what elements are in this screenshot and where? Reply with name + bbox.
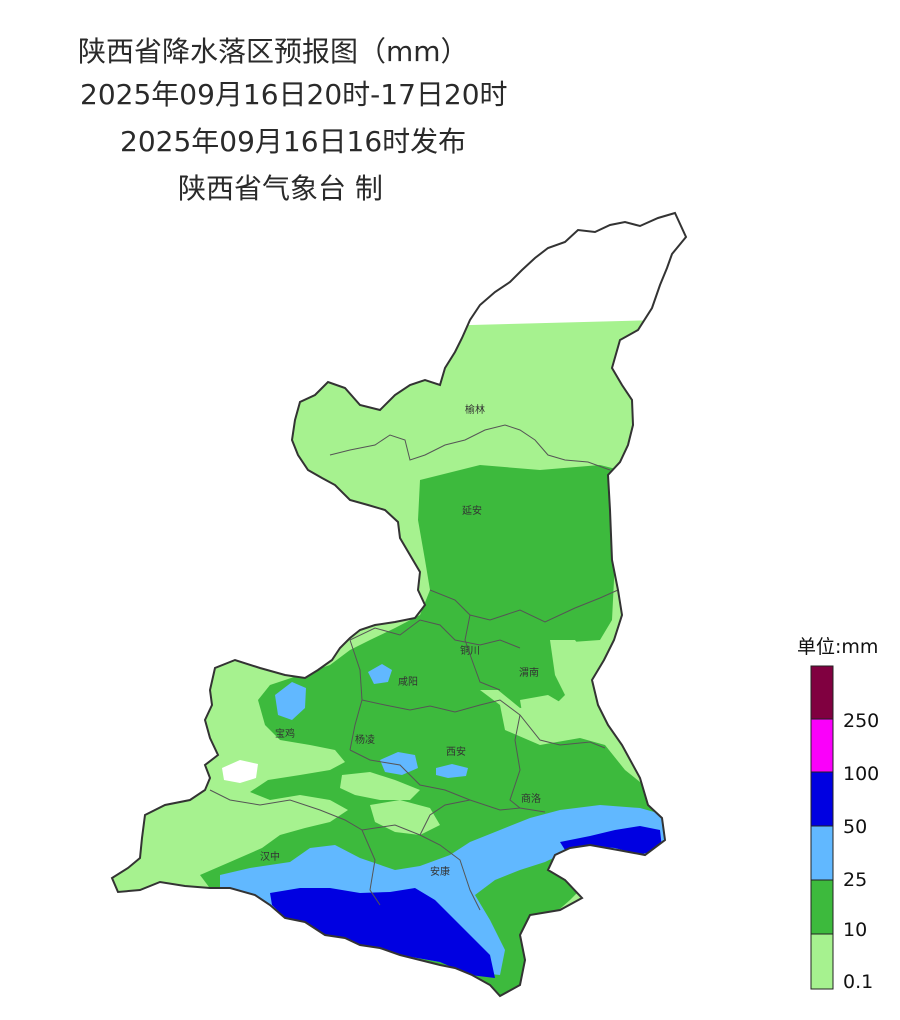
rain-zone-blue-4	[436, 764, 468, 778]
publisher: 陕西省气象台 制	[178, 172, 383, 205]
city-label-weinan: 渭南	[519, 666, 539, 679]
legend-swatch-10-25	[810, 879, 834, 935]
legend-unit: 单位:mm	[797, 636, 879, 658]
rain-zone-blue-3	[380, 752, 418, 775]
city-boundaries	[209, 424, 619, 911]
city-label-tongchuan: 铜川	[460, 645, 480, 657]
light-patch-2	[550, 640, 590, 695]
legend-swatch-250plus	[810, 665, 834, 720]
city-label-xian: 西安	[446, 745, 466, 758]
legend-swatch-25-50	[810, 825, 834, 881]
legend-swatch-100-250	[810, 718, 834, 773]
map-title: 陕西省降水落区预报图（mm）	[78, 35, 469, 68]
legend-label-0.1: 0.1	[843, 971, 874, 993]
no-rain-patch	[222, 760, 258, 783]
rain-zone-blue-1	[275, 682, 306, 720]
legend-swatch-0.1-10	[810, 933, 834, 990]
legend-label-100: 100	[843, 763, 880, 785]
legend-swatch-50-100	[810, 771, 834, 827]
rain-zone-darkblue-east	[560, 826, 662, 855]
forecast-period: 2025年09月16日20时-17日20时	[80, 78, 508, 111]
light-patch-1	[520, 695, 575, 728]
light-patch-3	[340, 772, 420, 800]
city-labels: 榆林 延安 铜川 渭南 咸阳 宝鸡 杨凌 西安 商洛 汉中 安康	[260, 403, 541, 878]
legend-label-250: 250	[843, 710, 880, 732]
city-label-shangluo: 商洛	[521, 792, 541, 805]
legend-label-50: 50	[843, 816, 868, 838]
legend-label-25: 25	[843, 869, 868, 891]
rain-zone-blue-2	[368, 664, 392, 684]
rain-zone-darkblue-south	[270, 888, 495, 978]
legend-colorbar	[810, 665, 834, 990]
city-label-ankang: 安康	[430, 865, 450, 878]
city-label-yanan: 延安	[462, 504, 482, 517]
city-label-baoji: 宝鸡	[275, 727, 295, 740]
city-label-xianyang: 咸阳	[398, 676, 418, 688]
city-label-yulin: 榆林	[465, 403, 485, 416]
issue-time: 2025年09月16日16时发布	[120, 125, 467, 158]
city-label-yangling: 杨凌	[355, 733, 375, 746]
city-label-hanzhong: 汉中	[260, 850, 280, 863]
legend-label-10: 10	[843, 919, 868, 941]
